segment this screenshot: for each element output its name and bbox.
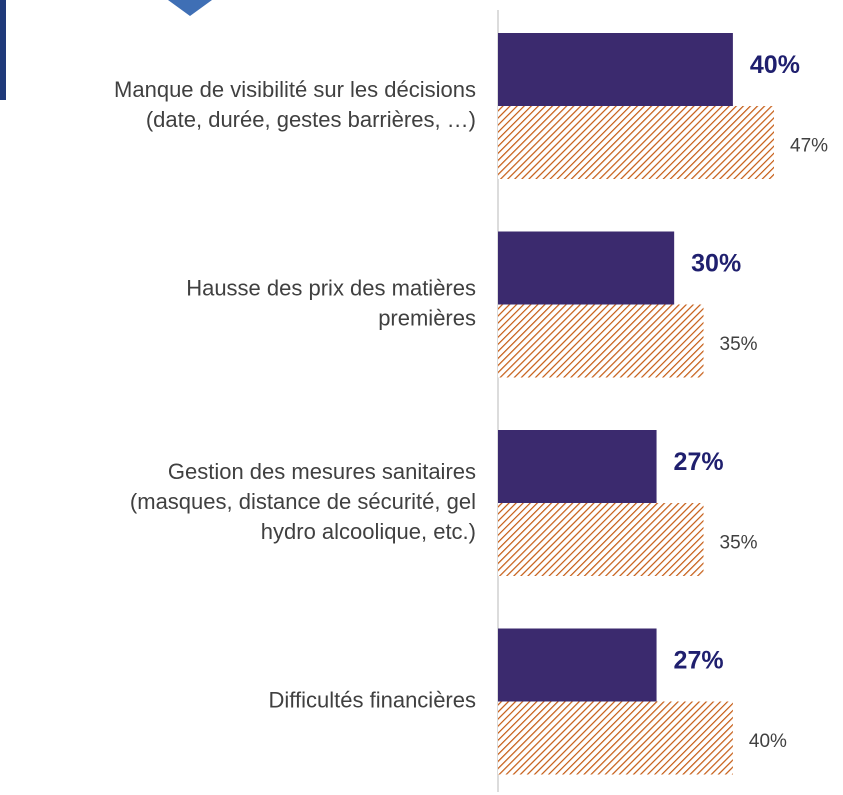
bar (498, 304, 704, 378)
category-label: (date, durée, gestes barrières, …) (146, 107, 476, 132)
bar (498, 701, 733, 775)
value-label: 27% (674, 448, 724, 476)
bar (498, 503, 704, 576)
decor-arrow (168, 0, 212, 16)
category-label: (masques, distance de sécurité, gel (130, 489, 476, 514)
value-label: 47% (790, 136, 828, 157)
value-label: 35% (720, 334, 758, 355)
decor-bar (0, 0, 6, 100)
category-label: hydro alcoolique, etc.) (261, 519, 476, 544)
value-label: 30% (691, 250, 741, 278)
bar (498, 33, 733, 106)
category-label: premières (378, 305, 476, 330)
value-label: 40% (750, 51, 800, 79)
category-label: Manque de visibilité sur les décisions (114, 77, 476, 102)
bar (498, 106, 774, 179)
value-label: 40% (749, 731, 787, 752)
bar (498, 430, 657, 503)
value-label: 27% (674, 647, 724, 675)
category-label: Difficultés financières (269, 687, 476, 712)
category-label: Hausse des prix des matières (186, 275, 476, 300)
category-label: Gestion des mesures sanitaires (168, 459, 476, 484)
bar (498, 231, 675, 305)
value-label: 35% (720, 533, 758, 554)
bar (498, 628, 657, 702)
